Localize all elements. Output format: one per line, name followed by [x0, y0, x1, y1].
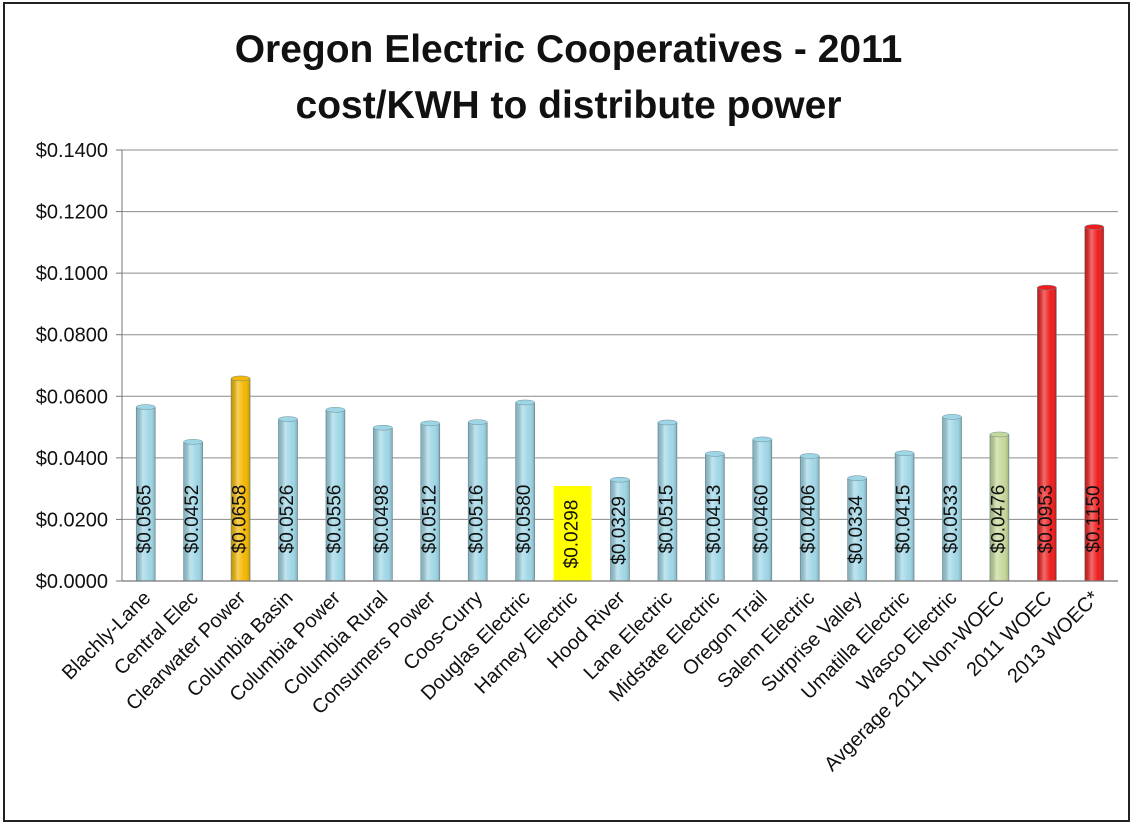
- data-label: $0.0580: [514, 485, 535, 554]
- data-label: $0.0565: [135, 485, 156, 554]
- data-label: $0.1150: [1083, 485, 1104, 552]
- data-label: $0.0334: [846, 495, 867, 564]
- data-label: $0.0515: [656, 485, 677, 554]
- y-tick-label: $0.0800: [36, 325, 108, 347]
- y-tick-label: $0.1200: [36, 202, 108, 224]
- data-label: $0.0460: [751, 485, 772, 554]
- data-label: $0.0498: [372, 485, 393, 554]
- data-label: $0.0329: [609, 496, 630, 565]
- data-label: $0.0516: [467, 485, 488, 554]
- data-label: $0.0413: [704, 485, 725, 554]
- y-tick-label: $0.0400: [36, 448, 108, 470]
- data-label: $0.0658: [230, 485, 251, 554]
- data-label: $0.0452: [182, 485, 203, 554]
- y-tick-label: $0.0000: [36, 571, 108, 593]
- y-tick-label: $0.1400: [36, 140, 108, 162]
- y-tick-label: $0.0600: [36, 386, 108, 408]
- y-axis: $0.0000 $0.0200 $0.0400 $0.0600 $0.0800 $0.10…: [36, 140, 122, 593]
- data-label: $0.0533: [941, 485, 962, 554]
- data-label: $0.0526: [277, 485, 298, 554]
- data-label: $0.0406: [799, 485, 820, 554]
- data-label: $0.0556: [324, 485, 345, 554]
- data-label: $0.0476: [988, 485, 1009, 554]
- y-tick-label: $0.0200: [36, 509, 108, 531]
- data-label: $0.0953: [1036, 485, 1057, 554]
- data-label: $0.0415: [894, 485, 915, 554]
- y-tick-label: $0.1000: [36, 263, 108, 285]
- data-label: $0.0298: [562, 500, 583, 569]
- data-label: $0.0512: [419, 485, 440, 554]
